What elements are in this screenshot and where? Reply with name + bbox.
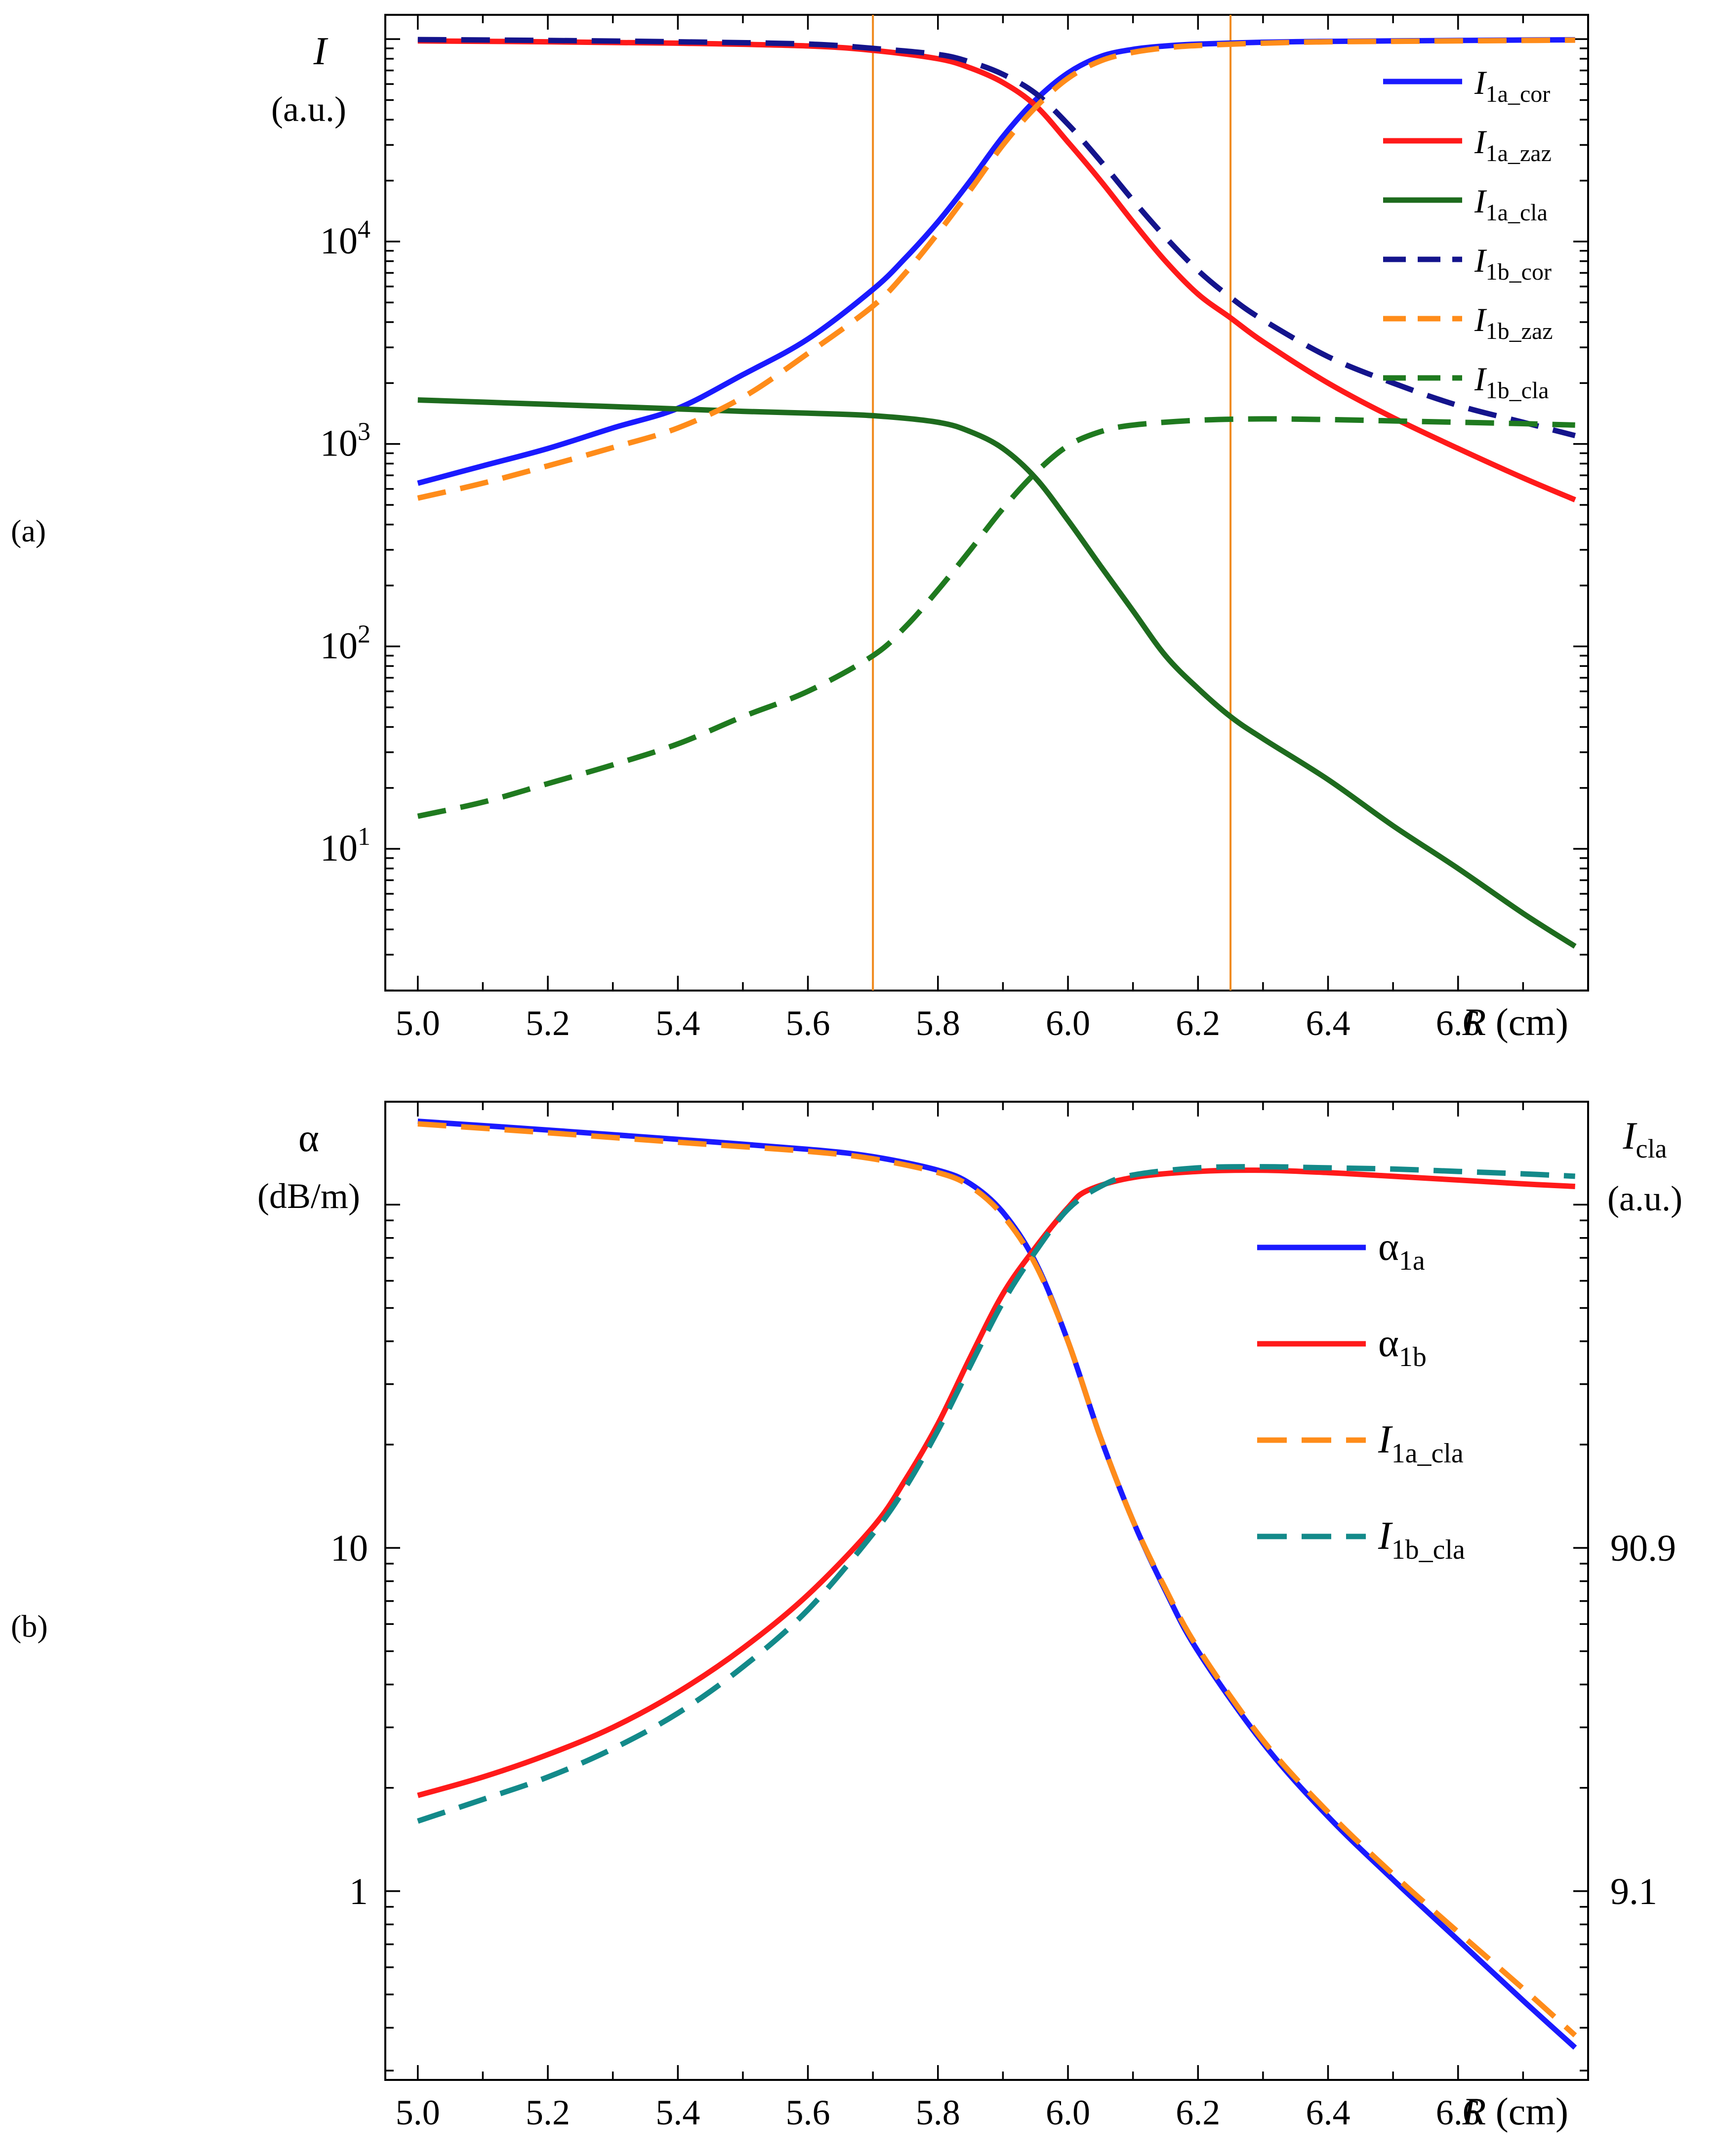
legend-label: I1b_zaz: [1474, 301, 1553, 344]
y-axis-label: I: [313, 30, 328, 73]
y2-tick-label: 90.9: [1610, 1528, 1676, 1569]
x-tick-label: 6.0: [1046, 2093, 1090, 2132]
legend-label: I1a_cor: [1474, 64, 1550, 107]
y-tick-label: 103: [320, 418, 370, 464]
x-tick-label: 6.0: [1046, 1003, 1090, 1043]
series-group-b: [417, 1119, 1577, 2050]
series-line-I1a_cla: [417, 397, 1577, 949]
legend-label: I1b_cla: [1474, 360, 1549, 404]
y-axis-b: 1 10 α (dB/m): [257, 1117, 1588, 2072]
x-tick-label: 6.4: [1306, 1003, 1351, 1043]
legend-label: I1a_cla: [1474, 182, 1548, 226]
y2-axis-unit: (a.u.): [1607, 1179, 1682, 1218]
plot-frame-a: [384, 14, 1589, 992]
x-tick-label: 6.2: [1176, 1003, 1220, 1043]
x-axis-b: 5.0 5.2 5.4 5.6 5.8 6.0 6.2 6.4 6.6R (cm): [396, 1102, 1589, 2133]
panel-a-label: (a): [11, 513, 46, 548]
y-axis-unit: (dB/m): [257, 1176, 360, 1216]
x-tick-label: 6.2: [1176, 2093, 1220, 2132]
x-tick-label: 6.6: [1436, 2093, 1480, 2132]
legend-a: I1a_cor I1a_zaz I1a_cla I1b_cor I1b_zaz I1b_c…: [1383, 64, 1553, 404]
y-tick-label: 1: [349, 1871, 368, 1912]
y-tick-label: 10: [330, 1528, 368, 1569]
series-line-I1b_zaz: [417, 37, 1575, 501]
x-tick-label: 5.4: [655, 2093, 700, 2132]
x-tick-label: 5.8: [916, 1003, 960, 1043]
x-tick-label: 5.0: [396, 1003, 440, 1043]
y-tick-label: 104: [320, 215, 370, 262]
y2-tick-label: 9.1: [1610, 1871, 1657, 1912]
plot-frame-b: [384, 1101, 1589, 2081]
y-axis-unit: (a.u.): [271, 89, 346, 129]
x-axis-label: R (cm): [1462, 1000, 1568, 1043]
y2-axis-label: Icla: [1623, 1114, 1667, 1163]
series-line-I1b_cla: [417, 416, 1575, 819]
x-axis-a: 5.0 5.2 5.4 5.6 5.8 6.0 6.2 6.4 6.6R (cm): [396, 15, 1589, 1043]
y-axis-a: 101 102 103 104 I (a.u.): [271, 30, 1588, 992]
y-axis-label: α: [298, 1117, 319, 1160]
series-group-a: [417, 37, 1577, 949]
y-tick-label: 101: [320, 823, 370, 869]
x-axis-label: R (cm): [1462, 2090, 1568, 2133]
legend-b: α1a α1b I1a_cla I1b_cla: [1257, 1225, 1465, 1565]
y-tick-label: 102: [320, 620, 370, 666]
x-tick-label: 6.6: [1436, 1003, 1480, 1043]
y2-axis-b: 9.1 90.9 Icla (a.u.): [1607, 1114, 1682, 1912]
series-line-I1b_cor: [417, 37, 1576, 439]
legend-label: α1b: [1378, 1322, 1427, 1372]
x-tick-label: 6.4: [1306, 2093, 1351, 2132]
legend-label: I1b_cla: [1378, 1514, 1465, 1565]
chart-panel-b: 5.0 5.2 5.4 5.6 5.8 6.0 6.2 6.4 6.6R (cm) 1 10 α (dB…: [257, 1101, 1682, 2133]
legend-label: I1a_zaz: [1474, 123, 1552, 166]
legend-label: I1a_cla: [1378, 1418, 1464, 1469]
series-line-α1b: [417, 1167, 1575, 1798]
legend-label: α1a: [1378, 1225, 1425, 1276]
x-tick-label: 5.6: [786, 2093, 830, 2132]
x-tick-label: 5.2: [526, 1003, 570, 1043]
x-tick-label: 5.4: [655, 1003, 700, 1043]
x-tick-label: 5.2: [526, 2093, 570, 2132]
legend-label: I1b_cor: [1474, 242, 1552, 285]
series-line-I1a_cla: [417, 1121, 1577, 2037]
chart-panel-a: 5.0 5.2 5.4 5.6 5.8 6.0 6.2 6.4 6.6R (cm)1011021…: [271, 14, 1589, 1043]
x-tick-label: 5.6: [786, 1003, 830, 1043]
x-tick-label: 5.0: [396, 2093, 440, 2132]
x-tick-label: 5.8: [916, 2093, 960, 2132]
panel-b-label: (b): [11, 1609, 48, 1644]
series-line-I1a_zaz: [417, 38, 1576, 502]
